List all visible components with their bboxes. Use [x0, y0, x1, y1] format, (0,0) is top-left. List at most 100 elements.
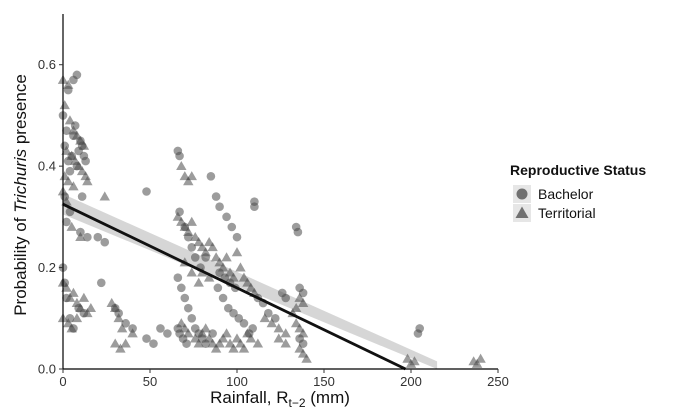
legend-title: Reproductive Status — [510, 162, 646, 178]
x-tick-label: 0 — [59, 374, 66, 389]
point-bachelor — [187, 242, 197, 252]
point-bachelor — [211, 192, 221, 201]
point-bachelor — [77, 192, 87, 201]
point-territorial — [183, 176, 194, 186]
point-territorial — [214, 338, 225, 348]
point-bachelor — [281, 293, 291, 303]
point-bachelor — [142, 187, 151, 196]
point-bachelor — [270, 313, 280, 323]
point-bachelor — [208, 329, 217, 338]
point-territorial — [290, 302, 302, 313]
point-territorial — [228, 272, 239, 282]
point-territorial — [110, 302, 121, 313]
point-territorial — [280, 328, 291, 338]
point-territorial — [221, 252, 232, 262]
point-bachelor — [415, 324, 425, 333]
point-territorial — [197, 328, 208, 338]
point-territorial — [78, 140, 90, 150]
point-territorial — [183, 226, 194, 236]
point-territorial — [186, 267, 197, 277]
point-bachelor — [248, 324, 257, 333]
point-territorial — [61, 145, 72, 155]
point-territorial — [217, 262, 229, 272]
y-axis-title: Probability of Trichuris presence — [11, 74, 30, 316]
point-territorial — [61, 282, 72, 292]
x-tick-label: 50 — [143, 374, 157, 389]
point-territorial — [186, 171, 197, 181]
point-territorial — [59, 100, 70, 110]
point-bachelor — [183, 303, 193, 313]
point-territorial — [193, 338, 204, 348]
x-axis-title: Rainfall, Rt−2 (mm) — [210, 388, 350, 410]
confidence-band — [63, 194, 438, 369]
point-territorial — [252, 338, 264, 348]
point-territorial — [280, 338, 291, 348]
point-bachelor — [83, 232, 92, 242]
point-territorial — [245, 333, 257, 343]
point-bachelor — [81, 156, 90, 166]
x-tick-label: 150 — [313, 374, 335, 389]
x-axis-title-main: Rainfall, R — [210, 388, 288, 407]
point-bachelor — [293, 227, 303, 237]
point-territorial — [238, 343, 250, 353]
point-territorial — [193, 277, 204, 287]
point-bachelor — [175, 151, 184, 161]
point-territorial — [259, 313, 271, 323]
point-territorial — [71, 313, 83, 323]
ticks-layer: 0 50 100 150 200 250 0.0 0.2 0.4 0.6 — [38, 57, 509, 389]
point-bachelor — [142, 334, 151, 343]
point-bachelor — [62, 126, 71, 135]
point-territorial — [200, 323, 211, 333]
point-bachelor — [72, 70, 82, 80]
point-territorial — [64, 292, 76, 302]
point-bachelor — [239, 319, 249, 328]
point-territorial — [475, 353, 486, 363]
legend: Reproductive Status Bachelor Territorial — [510, 162, 646, 222]
y-axis-title-italic: Trichuris — [11, 148, 30, 212]
point-bachelor — [298, 288, 308, 298]
point-bachelor — [218, 293, 228, 303]
point-territorial — [116, 323, 128, 333]
point-territorial — [266, 318, 277, 328]
fit-line — [62, 202, 407, 371]
point-territorial — [68, 287, 79, 297]
point-territorial — [183, 328, 194, 338]
point-bachelor — [232, 232, 242, 242]
point-bachelor — [298, 339, 308, 348]
point-territorial — [113, 313, 124, 323]
y-tick-label: 0.4 — [38, 159, 56, 174]
x-axis-title-subscript: t−2 — [289, 396, 306, 410]
point-territorial — [471, 358, 483, 368]
x-tick-label: 250 — [487, 374, 509, 389]
fit-line-layer — [62, 202, 407, 371]
y-axis-title-post: presence — [11, 74, 30, 149]
point-territorial — [217, 333, 229, 343]
point-bachelor — [173, 273, 183, 283]
point-territorial — [235, 262, 246, 272]
x-tick-label: 200 — [400, 374, 422, 389]
point-territorial — [200, 247, 211, 257]
point-territorial — [221, 328, 232, 338]
point-territorial — [115, 343, 126, 353]
point-territorial — [120, 338, 131, 348]
point-territorial — [75, 231, 86, 242]
point-territorial — [301, 353, 312, 363]
point-territorial — [273, 323, 284, 333]
point-bachelor — [206, 171, 216, 181]
point-territorial — [63, 176, 74, 186]
point-territorial — [273, 333, 284, 343]
legend-label-territorial: Territorial — [538, 205, 596, 221]
point-bachelor — [65, 166, 75, 176]
point-territorial — [85, 302, 97, 313]
point-territorial — [186, 216, 197, 226]
point-bachelor — [93, 232, 103, 242]
point-bachelor — [264, 308, 273, 318]
point-bachelor — [62, 217, 71, 227]
point-bachelor — [182, 339, 191, 348]
point-territorial — [82, 176, 93, 186]
point-territorial — [63, 79, 74, 89]
point-territorial — [409, 356, 420, 366]
confidence-band-layer — [63, 194, 438, 369]
point-territorial — [203, 272, 215, 282]
